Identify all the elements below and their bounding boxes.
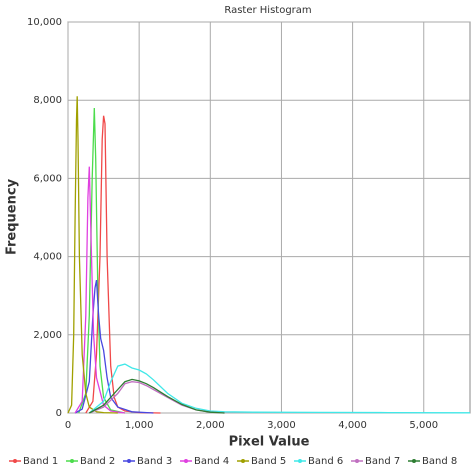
legend-marker — [184, 459, 188, 463]
legend-label: Band 2 — [80, 456, 115, 467]
y-axis-label: Frequency — [5, 178, 20, 255]
chart-title: Raster Histogram — [224, 5, 311, 16]
legend-marker — [241, 459, 245, 463]
y-tick-label: 6,000 — [33, 173, 62, 184]
x-axis-label: Pixel Value — [229, 435, 310, 450]
legend-marker — [355, 459, 359, 463]
series-line — [85, 115, 161, 414]
series-line — [78, 107, 126, 414]
series-line — [88, 378, 225, 414]
y-tick-label: 8,000 — [33, 95, 62, 106]
legend-label: Band 1 — [23, 456, 58, 467]
y-tick-label: 4,000 — [33, 252, 62, 263]
legend-marker — [70, 459, 74, 463]
x-tick-label: 4,000 — [338, 420, 367, 431]
legend-label: Band 7 — [365, 456, 400, 467]
y-tick-label: 0 — [56, 408, 62, 419]
y-tick-label: 2,000 — [33, 330, 62, 341]
x-tick-label: 0 — [65, 420, 71, 431]
x-tick-label: 2,000 — [196, 420, 225, 431]
legend-label: Band 8 — [422, 456, 457, 467]
x-tick-label: 3,000 — [267, 420, 296, 431]
legend-label: Band 3 — [137, 456, 172, 467]
y-tick-label: 10,000 — [27, 17, 62, 28]
legend-marker — [13, 459, 17, 463]
series-line — [74, 166, 125, 414]
plot-area — [67, 21, 471, 414]
legend-label: Band 5 — [251, 456, 286, 467]
x-tick-label: 1,000 — [125, 420, 154, 431]
legend-marker — [298, 459, 302, 463]
legend-marker — [127, 459, 131, 463]
legend-label: Band 4 — [194, 456, 229, 467]
series-line — [88, 363, 471, 414]
x-tick-label: 5,000 — [409, 420, 438, 431]
series-line — [74, 279, 154, 414]
legend-label: Band 6 — [308, 456, 343, 467]
legend-marker — [412, 459, 416, 463]
